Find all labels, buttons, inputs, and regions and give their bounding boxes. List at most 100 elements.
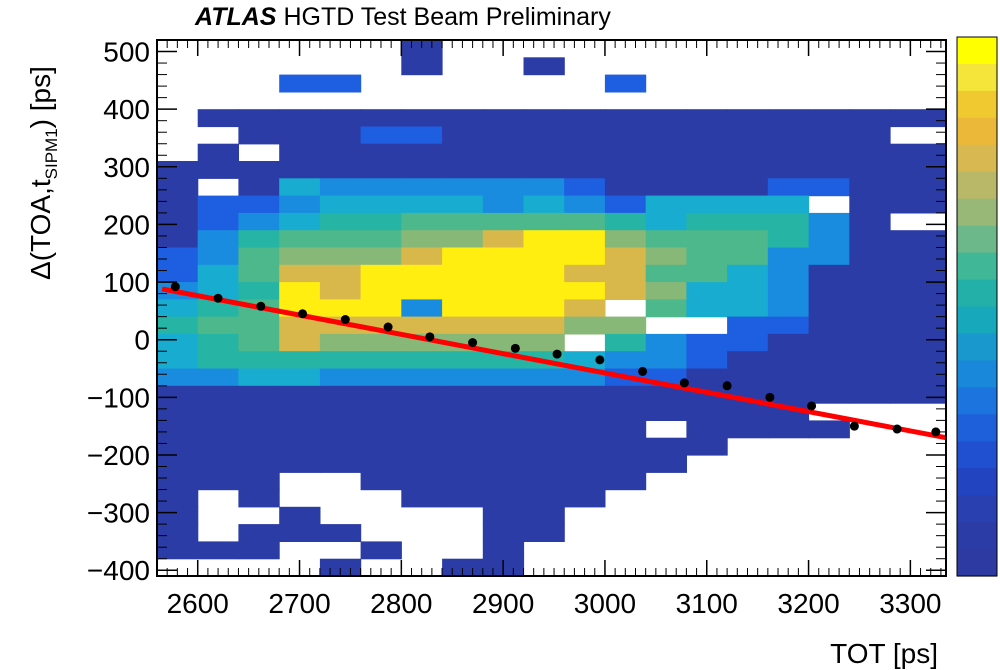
heatmap-cell	[157, 437, 199, 456]
heatmap-cell	[808, 316, 850, 335]
heatmap-cell	[482, 316, 525, 335]
heatmap-cell	[890, 109, 947, 128]
heatmap-cell	[767, 109, 810, 128]
heatmap-cell	[686, 437, 728, 456]
colorbar-segment	[957, 279, 997, 308]
heatmap-cell	[686, 109, 728, 128]
heatmap-cell	[727, 247, 769, 266]
heatmap-cell	[238, 282, 280, 300]
heatmap-cell	[523, 420, 565, 439]
heatmap-cell	[238, 455, 280, 473]
heatmap-cell	[645, 126, 687, 145]
heatmap-cell	[401, 403, 443, 421]
heatmap-cell	[523, 316, 565, 335]
colorbar-frame	[956, 36, 998, 577]
heatmap-cell	[767, 230, 810, 249]
heatmap-cell	[157, 541, 199, 560]
heatmap-cell	[727, 178, 769, 197]
profile-point	[425, 332, 435, 342]
heatmap-cell	[482, 143, 525, 162]
heatmap-cell	[523, 437, 565, 456]
heatmap-cell	[767, 195, 810, 214]
heatmap-cell	[727, 264, 769, 283]
heatmap-cell	[157, 524, 199, 542]
x-tick-label: 3300	[879, 588, 941, 619]
heatmap-cell	[360, 385, 402, 404]
heatmap-cell	[727, 230, 769, 249]
heatmap-cell	[238, 126, 280, 145]
profile-point	[722, 381, 732, 391]
heatmap-cell	[238, 264, 280, 283]
heatmap-cell	[157, 195, 199, 214]
profile-point	[340, 315, 350, 325]
heatmap-cell	[482, 109, 525, 128]
heatmap-cell	[564, 420, 606, 439]
heatmap-cell	[442, 282, 484, 300]
heatmap-cell	[442, 109, 484, 128]
heatmap-cell	[564, 403, 606, 421]
heatmap-cell	[401, 316, 443, 335]
heatmap-cell	[645, 403, 687, 421]
heatmap-cell	[604, 455, 647, 473]
heatmap-cell	[238, 109, 280, 128]
heatmap-cell	[319, 230, 362, 249]
heatmap-cell	[645, 437, 687, 456]
fit-line	[161, 286, 947, 441]
heatmap-cell	[157, 230, 199, 249]
profile-point	[256, 301, 266, 311]
heatmap-cell	[319, 333, 362, 352]
heatmap-cell	[564, 385, 606, 404]
heatmap-cell	[808, 385, 850, 404]
heatmap-cell	[604, 264, 647, 283]
heatmap-cell	[564, 351, 606, 370]
colorbar-segment	[957, 414, 997, 442]
heatmap-cell	[727, 403, 769, 421]
heatmap-cell	[890, 351, 947, 370]
atlas-label: ATLAS	[194, 3, 277, 31]
heatmap-cell	[442, 420, 484, 439]
heatmap-cell	[523, 489, 565, 508]
heatmap-cell	[279, 178, 321, 197]
colorbar-segment	[957, 306, 997, 335]
profile-point	[595, 355, 605, 365]
heatmap-cell	[279, 126, 321, 145]
heatmap-cell	[157, 264, 199, 283]
heatmap-cell	[319, 109, 362, 128]
colorbar-segment	[957, 225, 997, 254]
heatmap-cell	[279, 109, 321, 128]
heatmap-cell	[197, 403, 239, 421]
heatmap-cell	[523, 161, 565, 179]
heatmap-cell	[401, 282, 443, 300]
y-tick-label: 200	[103, 209, 150, 240]
y-tick-label: 500	[103, 37, 150, 68]
heatmap-cell	[767, 126, 810, 145]
heatmap-cell	[157, 368, 199, 387]
heatmap-cell	[401, 143, 443, 162]
heatmap-cell	[482, 437, 525, 456]
colorbar-segment	[957, 117, 997, 146]
heatmap-cell	[401, 351, 443, 370]
heatmap-cell	[727, 420, 769, 439]
heatmap-cell	[849, 316, 891, 335]
heatmap-cell	[157, 506, 199, 525]
heatmap-cell	[319, 212, 362, 231]
heatmap-cell	[442, 212, 484, 231]
heatmap-cell	[767, 368, 810, 387]
heatmap-cell	[360, 161, 402, 179]
heatmap-cell	[849, 143, 891, 162]
heatmap-cell	[523, 385, 565, 404]
heatmap-cell	[849, 299, 891, 318]
heatmap-cell	[197, 472, 239, 491]
heatmap-cell	[767, 299, 810, 318]
y-tick-label: −200	[87, 440, 150, 471]
profile-point	[468, 338, 478, 348]
heatmap-cell	[564, 230, 606, 249]
heatmap-cell	[849, 109, 891, 128]
heatmap-cell	[890, 264, 947, 283]
heatmap-cell	[197, 420, 239, 439]
heatmap-cell	[686, 247, 728, 266]
heatmap-cell	[767, 143, 810, 162]
heatmap-cell	[197, 247, 239, 266]
heatmap-cell	[401, 126, 443, 145]
heatmap-cell	[360, 368, 402, 387]
